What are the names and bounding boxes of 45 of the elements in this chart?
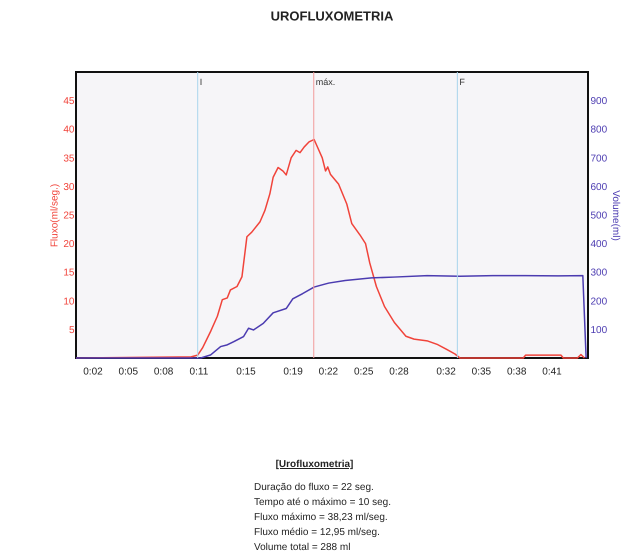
ref-line-label: F: [459, 77, 466, 87]
y-tick-label: 45: [63, 96, 75, 108]
x-tick-label: 0:08: [154, 366, 174, 378]
y2-tick-label: 100: [590, 324, 608, 336]
x-tick-label: 0:32: [436, 366, 456, 378]
y-tick-label: 20: [63, 239, 75, 250]
x-tick-label: 0:28: [389, 366, 410, 378]
text: Tempo até o máximo = 10 seg.: [254, 496, 392, 510]
y-tick-label: 30: [63, 182, 75, 193]
x-tick-label: 0:02: [83, 366, 104, 378]
x-tick-label: 0:05: [118, 366, 138, 378]
y-tick-label: 15: [63, 268, 75, 279]
text: Duração do fluxo = 22 seg.: [254, 481, 375, 495]
ref-line-label: I: [200, 77, 202, 87]
y-tick-label: 40: [63, 124, 75, 136]
y-tick-label: 25: [63, 210, 75, 222]
y-tick-label: 5: [68, 324, 75, 336]
y2-tick-label: 400: [590, 239, 608, 250]
x-tick-label: 0:19: [283, 366, 304, 378]
x-tick-label: 0:11: [190, 366, 209, 378]
x-tick-label: 0:15: [236, 366, 256, 378]
ref-line-label: máx.: [316, 77, 336, 87]
y2-tick-label: 500: [590, 210, 608, 222]
x-tick-label: 0:25: [354, 366, 374, 378]
chart-title: UROFLUXOMETRIA: [270, 8, 394, 24]
y2-tick-label: 800: [590, 124, 608, 136]
y-tick-label: 10: [63, 296, 75, 308]
y2-tick-label: 200: [590, 296, 608, 308]
text: Fluxo médio = 12,95 ml/seg.: [254, 526, 381, 540]
y-tick-label: 35: [63, 153, 75, 164]
x-tick-label: 0:38: [506, 366, 527, 378]
text: Volume total = 288 ml: [254, 541, 352, 552]
x-tick-label: 0:35: [472, 366, 492, 378]
y2-tick-label: 600: [590, 182, 608, 193]
line-series: [75, 274, 587, 359]
x-tick-label: 0:22: [318, 366, 339, 378]
line-series: [75, 138, 586, 359]
y-axis-title: Fluxo(ml/seg.): [49, 184, 60, 248]
text: [Urofluxometria]: [274, 458, 354, 472]
y2-tick-label: 900: [590, 96, 608, 108]
x-tick-label: 0:41: [542, 366, 562, 378]
y2-tick-label: 700: [590, 153, 608, 164]
y2-tick-label: 300: [590, 268, 608, 279]
y2-axis-title: Volume(ml): [610, 190, 622, 241]
text: Fluxo máximo = 38,23 ml/seg.: [254, 511, 389, 525]
